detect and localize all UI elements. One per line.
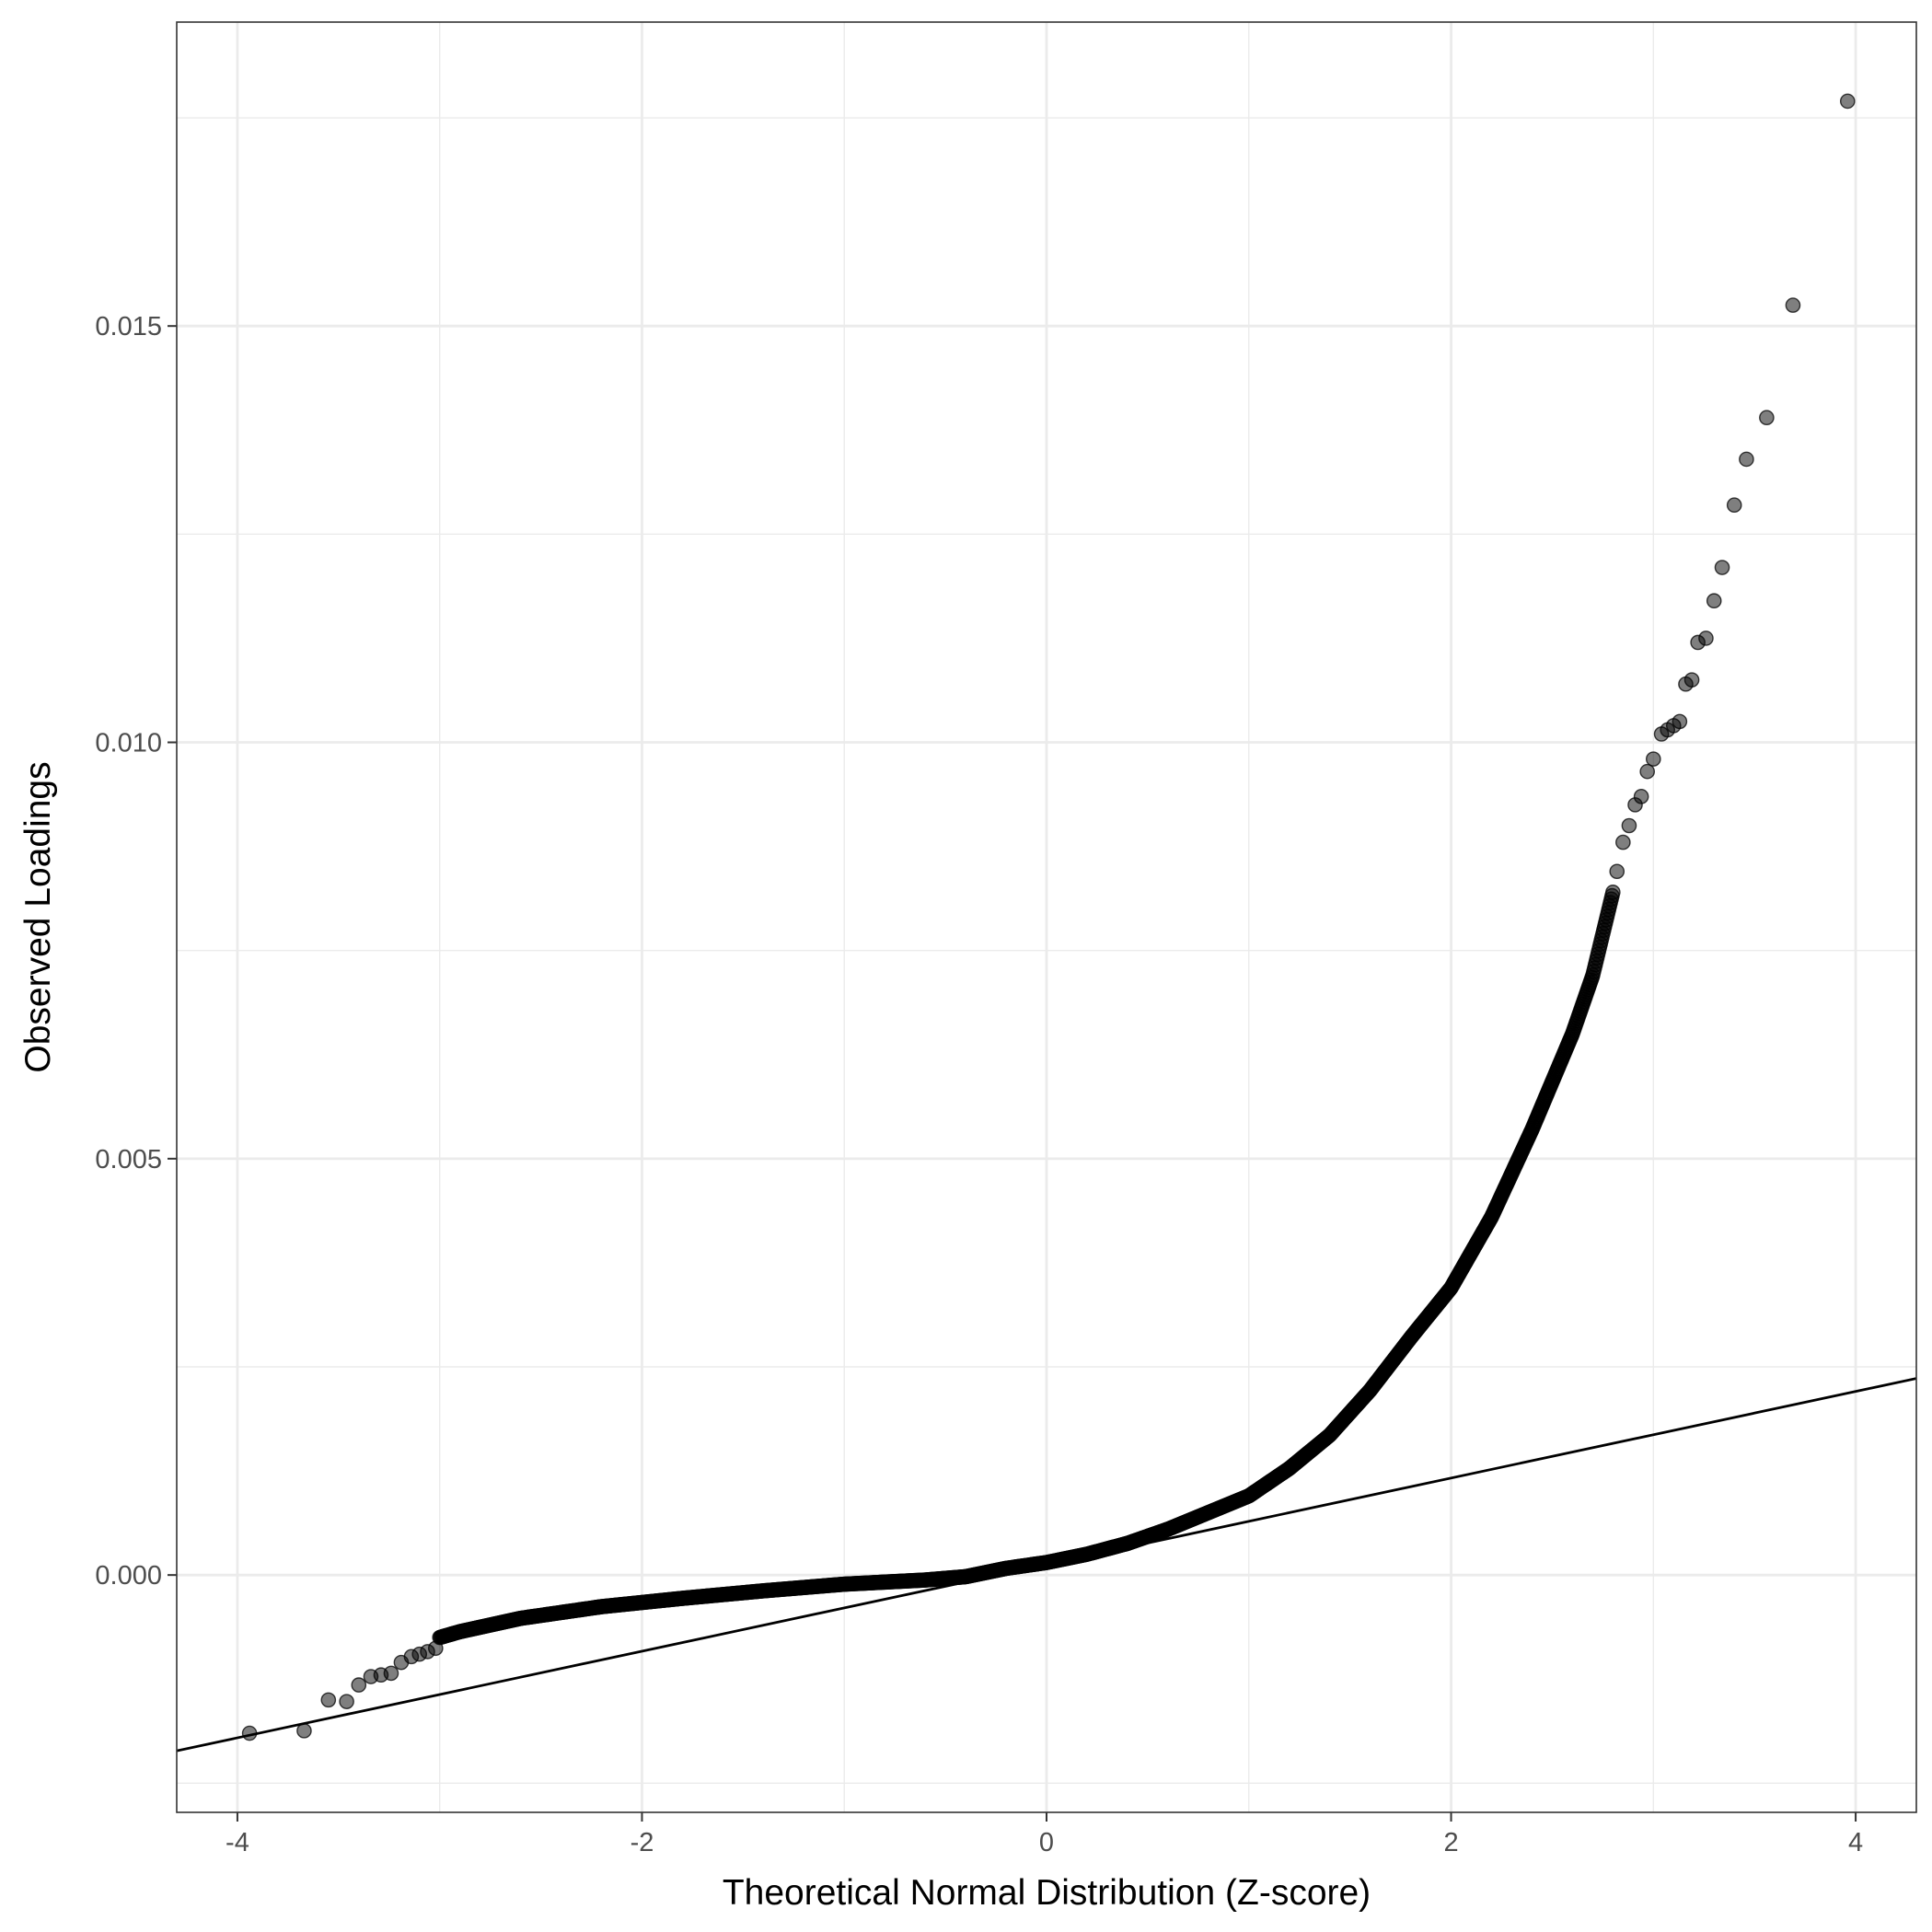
data-point	[1639, 763, 1656, 780]
y-tick-label: 0.010	[95, 729, 162, 758]
major-gridlines	[177, 22, 1916, 1812]
data-point	[1621, 817, 1637, 834]
y-tick-label: 0.005	[95, 1145, 162, 1174]
data-point	[1633, 789, 1649, 804]
y-axis: 0.000 0.005 0.010 0.015	[95, 312, 177, 1591]
x-tick-label: 0	[1039, 1828, 1054, 1857]
data-point	[1672, 713, 1688, 730]
data-points	[241, 93, 1856, 1741]
data-point	[296, 1723, 312, 1739]
y-axis-title: Observed Loadings	[18, 761, 58, 1072]
x-tick-label: -2	[631, 1828, 654, 1857]
data-point	[339, 1694, 354, 1709]
x-axis-title: Theoretical Normal Distribution (Z-score…	[723, 1873, 1371, 1913]
data-point	[1605, 885, 1621, 900]
x-axis: -4 -2 0 2 4	[226, 1812, 1863, 1857]
data-point	[1726, 497, 1742, 514]
data-point	[1683, 672, 1700, 688]
x-tick-label: 4	[1848, 1828, 1863, 1857]
data-point	[1839, 93, 1856, 110]
data-point	[1609, 863, 1625, 880]
data-point	[320, 1692, 337, 1708]
x-tick-label: 2	[1443, 1828, 1458, 1857]
data-point	[1615, 834, 1631, 850]
data-point	[241, 1725, 258, 1741]
data-point	[1714, 560, 1730, 575]
y-tick-label: 0.015	[95, 312, 162, 341]
data-point	[1646, 751, 1661, 767]
data-point	[1739, 451, 1754, 468]
data-point	[383, 1665, 399, 1682]
data-point	[1785, 297, 1801, 313]
data-point	[1706, 593, 1722, 609]
y-tick-label: 0.000	[95, 1561, 162, 1591]
data-point	[427, 1640, 444, 1657]
data-point	[351, 1677, 367, 1693]
data-point	[1698, 631, 1714, 646]
data-point	[1759, 410, 1775, 426]
x-tick-label: -4	[226, 1828, 249, 1857]
